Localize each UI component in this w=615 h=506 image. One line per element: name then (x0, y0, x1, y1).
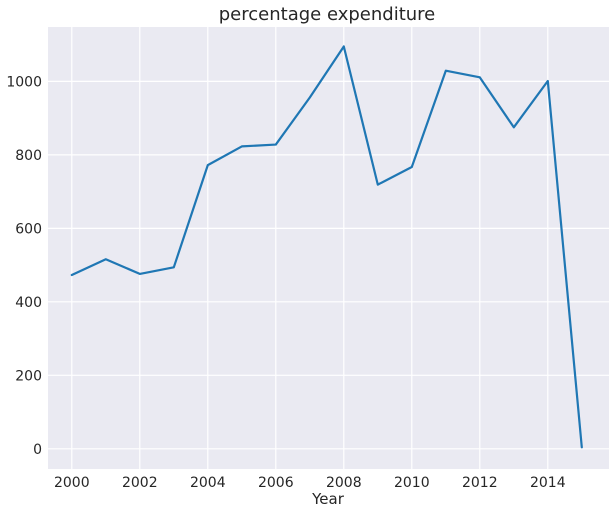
y-tick-label: 800 (15, 148, 42, 164)
plot-area (48, 27, 609, 469)
x-tick-label: 2010 (394, 475, 430, 491)
x-tick-label: 2006 (258, 475, 294, 491)
y-tick-label: 400 (15, 295, 42, 311)
series-line (70, 45, 583, 449)
chart-title: percentage expenditure (219, 4, 435, 25)
y-tick-label: 1000 (6, 74, 42, 90)
series-layer (70, 45, 583, 449)
y-tick-label: 200 (15, 368, 42, 384)
x-tick-label: 2004 (190, 475, 226, 491)
x-tick-label: 2002 (122, 475, 158, 491)
x-tick-label: 2012 (462, 475, 498, 491)
x-axis-title: Year (311, 490, 345, 506)
x-axis-ticks: 2000 2002 2004 2006 2008 2010 2012 2014 (54, 475, 566, 491)
grid (48, 27, 609, 469)
x-tick-label: 2008 (326, 475, 362, 491)
y-axis-ticks: 0 200 400 600 800 1000 (6, 74, 42, 457)
x-tick-label: 2000 (54, 475, 90, 491)
x-tick-label: 2014 (530, 475, 566, 491)
y-tick-label: 0 (33, 442, 42, 458)
y-tick-label: 600 (15, 221, 42, 237)
